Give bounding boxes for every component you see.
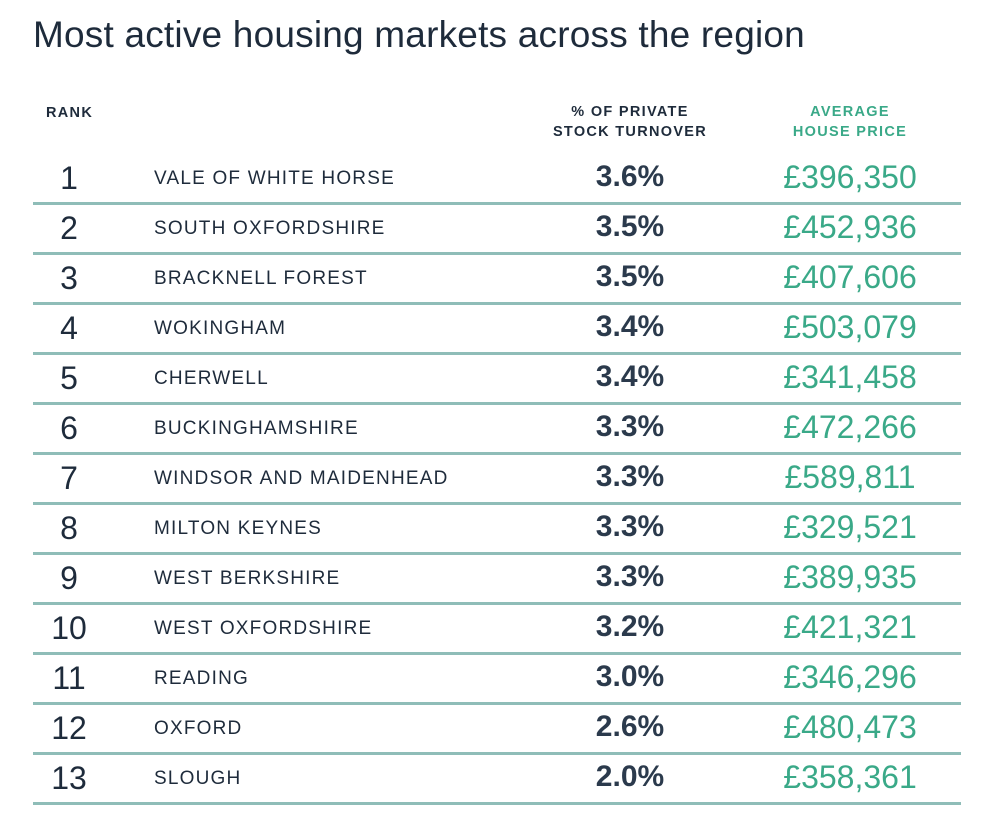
rank-cell: 13: [51, 760, 87, 796]
price-cell: £503,079: [783, 309, 917, 345]
rank-cell: 12: [51, 710, 87, 746]
table-row: 3 BRACKNELL FOREST 3.5% £407,606: [33, 255, 961, 305]
price-cell: £472,266: [783, 409, 917, 445]
table-row: 4 WOKINGHAM 3.4% £503,079: [33, 305, 961, 355]
area-name-cell: OXFORD: [154, 718, 243, 739]
table-row: 13 SLOUGH 2.0% £358,361: [33, 755, 961, 805]
turnover-cell: 3.4%: [595, 360, 665, 393]
area-name-cell: BUCKINGHAMSHIRE: [154, 418, 359, 439]
area-name-cell: MILTON KEYNES: [154, 518, 322, 539]
rank-cell: 3: [60, 260, 78, 296]
turnover-cell: 3.2%: [595, 610, 665, 643]
price-cell: £407,606: [783, 259, 917, 295]
area-name-cell: SLOUGH: [154, 768, 242, 789]
turnover-cell: 3.4%: [595, 310, 665, 343]
area-name-cell: VALE OF WHITE HORSE: [154, 168, 395, 189]
price-cell: £480,473: [783, 709, 917, 745]
turnover-header-line2: STOCK TURNOVER: [552, 124, 708, 140]
price-cell: £341,458: [783, 359, 917, 395]
turnover-cell: 2.6%: [595, 710, 665, 743]
price-column-header: AVERAGE HOUSE PRICE: [760, 102, 940, 142]
rank-cell: 9: [60, 560, 78, 596]
area-name-cell: BRACKNELL FOREST: [154, 268, 368, 289]
rank-cell: 11: [52, 660, 86, 696]
turnover-cell: 3.0%: [595, 660, 665, 693]
housing-markets-table: 1 VALE OF WHITE HORSE 3.6% £396,350 2 SOUTH O…: [33, 155, 961, 805]
price-cell: £396,350: [783, 159, 917, 195]
page-title: Most active housing markets across the r…: [33, 14, 805, 55]
turnover-cell: 3.3%: [595, 460, 665, 493]
area-name-cell: WEST OXFORDSHIRE: [154, 618, 373, 639]
table-row: 5 CHERWELL 3.4% £341,458: [33, 355, 961, 405]
table-row: 1 VALE OF WHITE HORSE 3.6% £396,350: [33, 155, 961, 205]
area-name-cell: CHERWELL: [154, 368, 269, 389]
price-cell: £421,321: [783, 609, 917, 645]
price-cell: £346,296: [783, 659, 917, 695]
turnover-cell: 3.3%: [595, 410, 665, 443]
rank-cell: 6: [60, 410, 78, 446]
table-row: 9 WEST BERKSHIRE 3.3% £389,935: [33, 555, 961, 605]
price-cell: £358,361: [783, 759, 917, 795]
turnover-cell: 3.3%: [595, 560, 665, 593]
table-row: 11 READING 3.0% £346,296: [33, 655, 961, 705]
turnover-cell: 2.0%: [595, 760, 665, 793]
turnover-cell: 3.5%: [595, 210, 665, 243]
area-name-cell: WINDSOR AND MAIDENHEAD: [154, 468, 449, 489]
area-name-cell: WEST BERKSHIRE: [154, 568, 341, 589]
rank-cell: 8: [60, 510, 78, 546]
rank-cell: 1: [60, 160, 78, 196]
price-cell: £589,811: [784, 459, 916, 495]
rank-cell: 4: [60, 310, 78, 346]
area-name-cell: READING: [154, 668, 249, 689]
rank-column-header: RANK: [46, 105, 94, 121]
rank-cell: 5: [60, 360, 78, 396]
price-cell: £329,521: [783, 509, 917, 545]
turnover-cell: 3.6%: [595, 160, 665, 193]
table-row: 12 OXFORD 2.6% £480,473: [33, 705, 961, 755]
rank-cell: 10: [51, 610, 87, 646]
table-row: 2 SOUTH OXFORDSHIRE 3.5% £452,936: [33, 205, 961, 255]
price-cell: £389,935: [783, 559, 917, 595]
table-row: 6 BUCKINGHAMSHIRE 3.3% £472,266: [33, 405, 961, 455]
rank-cell: 2: [60, 210, 78, 246]
rank-cell: 7: [60, 460, 78, 496]
turnover-cell: 3.3%: [595, 510, 665, 543]
area-name-cell: WOKINGHAM: [154, 318, 287, 339]
table-row: 10 WEST OXFORDSHIRE 3.2% £421,321: [33, 605, 961, 655]
price-header-line1: AVERAGE: [810, 104, 890, 120]
turnover-header-line1: % OF PRIVATE: [571, 104, 689, 120]
turnover-cell: 3.5%: [595, 260, 665, 293]
price-cell: £452,936: [783, 209, 917, 245]
table-row: 8 MILTON KEYNES 3.3% £329,521: [33, 505, 961, 555]
price-header-line2: HOUSE PRICE: [792, 124, 908, 140]
area-name-cell: SOUTH OXFORDSHIRE: [154, 218, 386, 239]
turnover-column-header: % OF PRIVATE STOCK TURNOVER: [540, 102, 720, 142]
table-row: 7 WINDSOR AND MAIDENHEAD 3.3% £589,811: [33, 455, 961, 505]
